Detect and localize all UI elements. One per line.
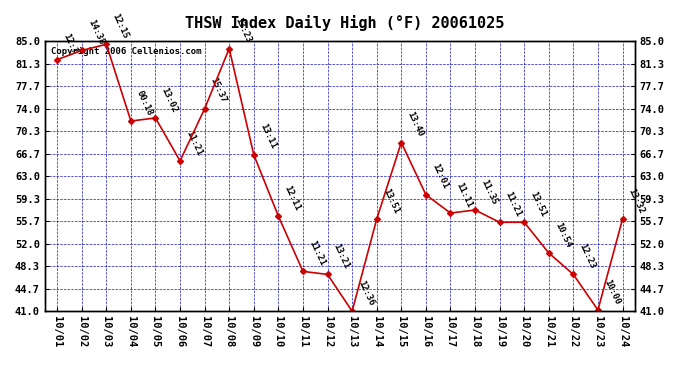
Text: 12:11: 12:11 (282, 184, 302, 212)
Text: 10:54: 10:54 (553, 220, 573, 249)
Text: 15:37: 15:37 (209, 76, 228, 105)
Text: 13:02: 13:02 (159, 86, 179, 114)
Text: 13:40: 13:40 (406, 110, 425, 138)
Text: 10:00: 10:00 (602, 278, 622, 306)
Text: 12:23: 12:23 (578, 242, 597, 270)
Text: 00:18: 00:18 (135, 89, 155, 117)
Text: 11:21: 11:21 (504, 190, 523, 218)
Text: 13:21: 13:21 (332, 242, 351, 270)
Text: 12:?: 12:? (61, 32, 79, 56)
Text: 11:11: 11:11 (455, 181, 474, 209)
Text: Copyright 2006 Cellenios.com: Copyright 2006 Cellenios.com (51, 46, 201, 56)
Text: 12:36: 12:36 (356, 279, 376, 307)
Text: 13:51: 13:51 (529, 190, 548, 218)
Text: 11:21: 11:21 (184, 129, 204, 157)
Text: 13:32: 13:32 (627, 187, 647, 215)
Text: 11:35: 11:35 (479, 178, 499, 206)
Text: 13:51: 13:51 (381, 187, 400, 215)
Text: 13:23: 13:23 (233, 16, 253, 45)
Text: 12:15: 12:15 (110, 12, 130, 40)
Text: 12:01: 12:01 (430, 162, 450, 190)
Text: 13:11: 13:11 (258, 123, 277, 151)
Text: THSW Index Daily High (°F) 20061025: THSW Index Daily High (°F) 20061025 (186, 15, 504, 31)
Text: 14:38: 14:38 (86, 18, 106, 46)
Text: 11:21: 11:21 (307, 239, 326, 267)
